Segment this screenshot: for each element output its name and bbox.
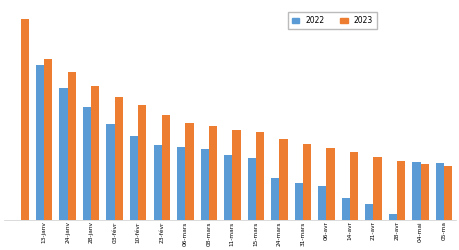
Bar <box>185 123 193 220</box>
Bar <box>208 126 217 220</box>
Bar <box>67 72 76 220</box>
Bar <box>443 166 451 220</box>
Bar <box>294 183 302 220</box>
Bar <box>224 155 232 220</box>
Bar <box>364 204 373 220</box>
Bar <box>302 144 310 220</box>
Bar <box>91 86 99 220</box>
Bar <box>420 164 428 220</box>
Bar <box>162 115 170 220</box>
Bar <box>255 132 263 220</box>
Bar <box>153 146 162 220</box>
Bar <box>59 88 67 220</box>
Bar <box>200 149 208 220</box>
Bar <box>388 214 396 220</box>
Bar <box>114 97 123 220</box>
Bar <box>435 163 443 220</box>
Bar <box>36 65 44 220</box>
Bar <box>270 178 279 220</box>
Bar <box>247 158 255 220</box>
Bar <box>349 152 358 220</box>
Bar <box>326 148 334 220</box>
Bar <box>411 162 420 220</box>
Bar <box>138 105 146 220</box>
Bar <box>106 124 114 220</box>
Legend: 2022, 2023: 2022, 2023 <box>287 12 376 29</box>
Bar <box>44 59 52 220</box>
Bar <box>396 161 404 220</box>
Bar <box>130 136 138 220</box>
Bar <box>83 107 91 220</box>
Bar <box>318 186 326 220</box>
Bar <box>232 130 240 220</box>
Bar <box>21 19 29 220</box>
Bar <box>341 198 349 220</box>
Bar <box>177 147 185 220</box>
Bar <box>373 157 381 220</box>
Bar <box>279 138 287 220</box>
